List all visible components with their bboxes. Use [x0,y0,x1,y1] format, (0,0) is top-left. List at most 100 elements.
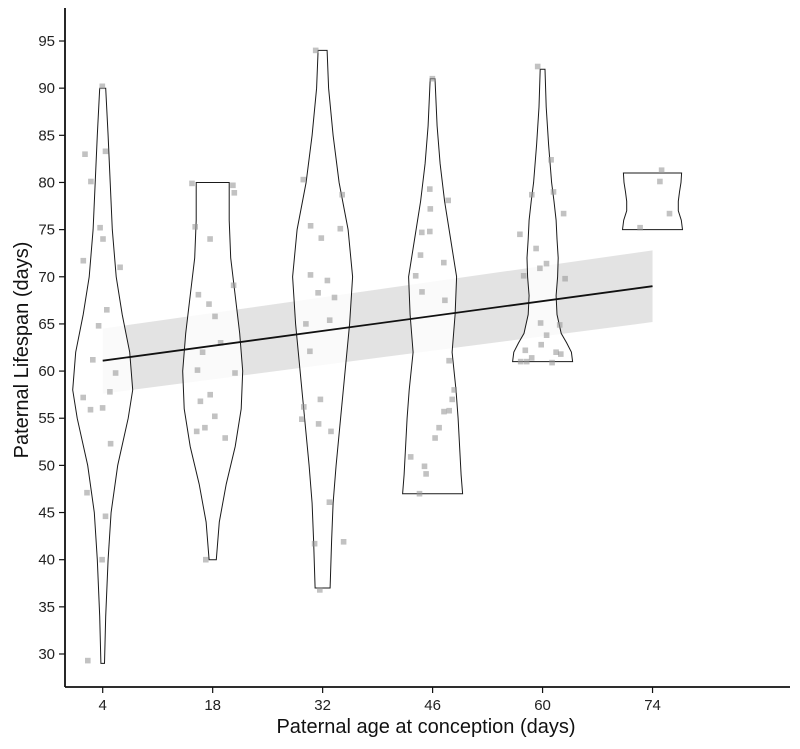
data-point [194,367,201,373]
data-point [436,424,442,431]
x-tick-label: 32 [314,697,331,714]
data-point [528,355,535,361]
data-point [549,359,555,366]
data-point [317,396,324,403]
data-point [311,540,318,547]
data-point [212,413,218,420]
data-point [100,236,106,242]
y-tick-label: 85 [38,127,55,144]
data-point [84,489,90,496]
violin-46 [402,78,464,495]
x-tick-label: 4 [99,697,107,714]
data-point [312,47,319,54]
data-point [90,357,96,363]
data-point [317,587,323,593]
data-point [192,224,198,230]
data-point [231,190,238,196]
data-point [423,471,429,477]
violin-4 [72,87,134,664]
y-tick-label: 90 [38,80,55,97]
data-point [562,275,568,282]
data-point [326,499,333,505]
data-point [427,206,434,212]
data-point [232,370,238,376]
data-point [666,210,673,217]
data-point [99,83,106,90]
data-point [449,396,455,403]
data-point [299,416,305,422]
data-point [548,157,554,163]
data-point [203,556,209,563]
data-point [85,657,91,664]
data-point [556,322,563,328]
y-tick-label: 75 [38,222,55,239]
data-point [533,245,539,252]
x-tick-label: 74 [644,697,661,714]
data-point [230,182,236,189]
y-axis-title: Paternal Lifespan (days) [11,242,33,459]
x-tick-label: 18 [204,697,221,714]
data-point [445,197,451,204]
data-point [522,347,529,354]
data-point [230,282,237,289]
data-point [199,349,206,355]
data-point [340,539,347,545]
data-point [315,421,322,427]
data-point [442,297,448,304]
data-point [217,340,224,346]
y-tick-label: 50 [38,457,55,474]
data-point [303,321,309,327]
data-point [523,358,530,365]
data-point-layer [80,47,673,664]
data-point [197,398,204,405]
y-tick-label: 95 [38,33,55,50]
data-point [207,236,213,242]
data-point [328,428,334,435]
y-tick-label: 60 [38,363,55,380]
y-tick-label: 35 [38,599,55,616]
data-point [195,291,202,298]
data-point [307,223,314,229]
data-point [189,180,195,187]
data-point [99,405,106,411]
data-point [307,272,314,278]
data-point [537,265,543,272]
regression-line-layer [102,285,653,362]
data-point [419,289,425,295]
data-point [451,387,457,393]
data-point [517,231,523,238]
data-point [412,273,419,279]
data-point [417,252,424,258]
data-point [99,556,105,563]
data-point [212,313,218,320]
axes: 30 35 40 45 50 55 60 65 70 75 80 85 90 95 4 18 32 46 60 74 [38,8,790,714]
data-point [300,176,307,183]
data-point [80,394,86,401]
data-point [560,210,567,217]
data-point [441,408,447,415]
data-point [107,440,114,447]
data-point [82,151,88,157]
data-point [337,225,344,232]
data-point [538,341,544,348]
data-point [537,320,544,326]
y-tick-label: 55 [38,410,55,427]
data-point [207,391,213,398]
data-point [429,75,436,82]
y-tick-label: 40 [38,552,55,569]
data-point [441,259,447,266]
data-point [419,229,425,236]
data-point [318,235,325,241]
y-tick-label: 65 [38,316,55,333]
data-point [416,490,423,497]
data-point [543,260,550,267]
y-tick-label: 30 [38,646,55,663]
data-point [193,428,200,435]
data-point [97,224,103,231]
data-point [637,224,643,231]
y-tick-label: 80 [38,174,55,191]
data-point [446,357,452,364]
data-point [407,454,414,460]
data-point [202,424,208,431]
y-tick-label: 45 [38,505,55,522]
